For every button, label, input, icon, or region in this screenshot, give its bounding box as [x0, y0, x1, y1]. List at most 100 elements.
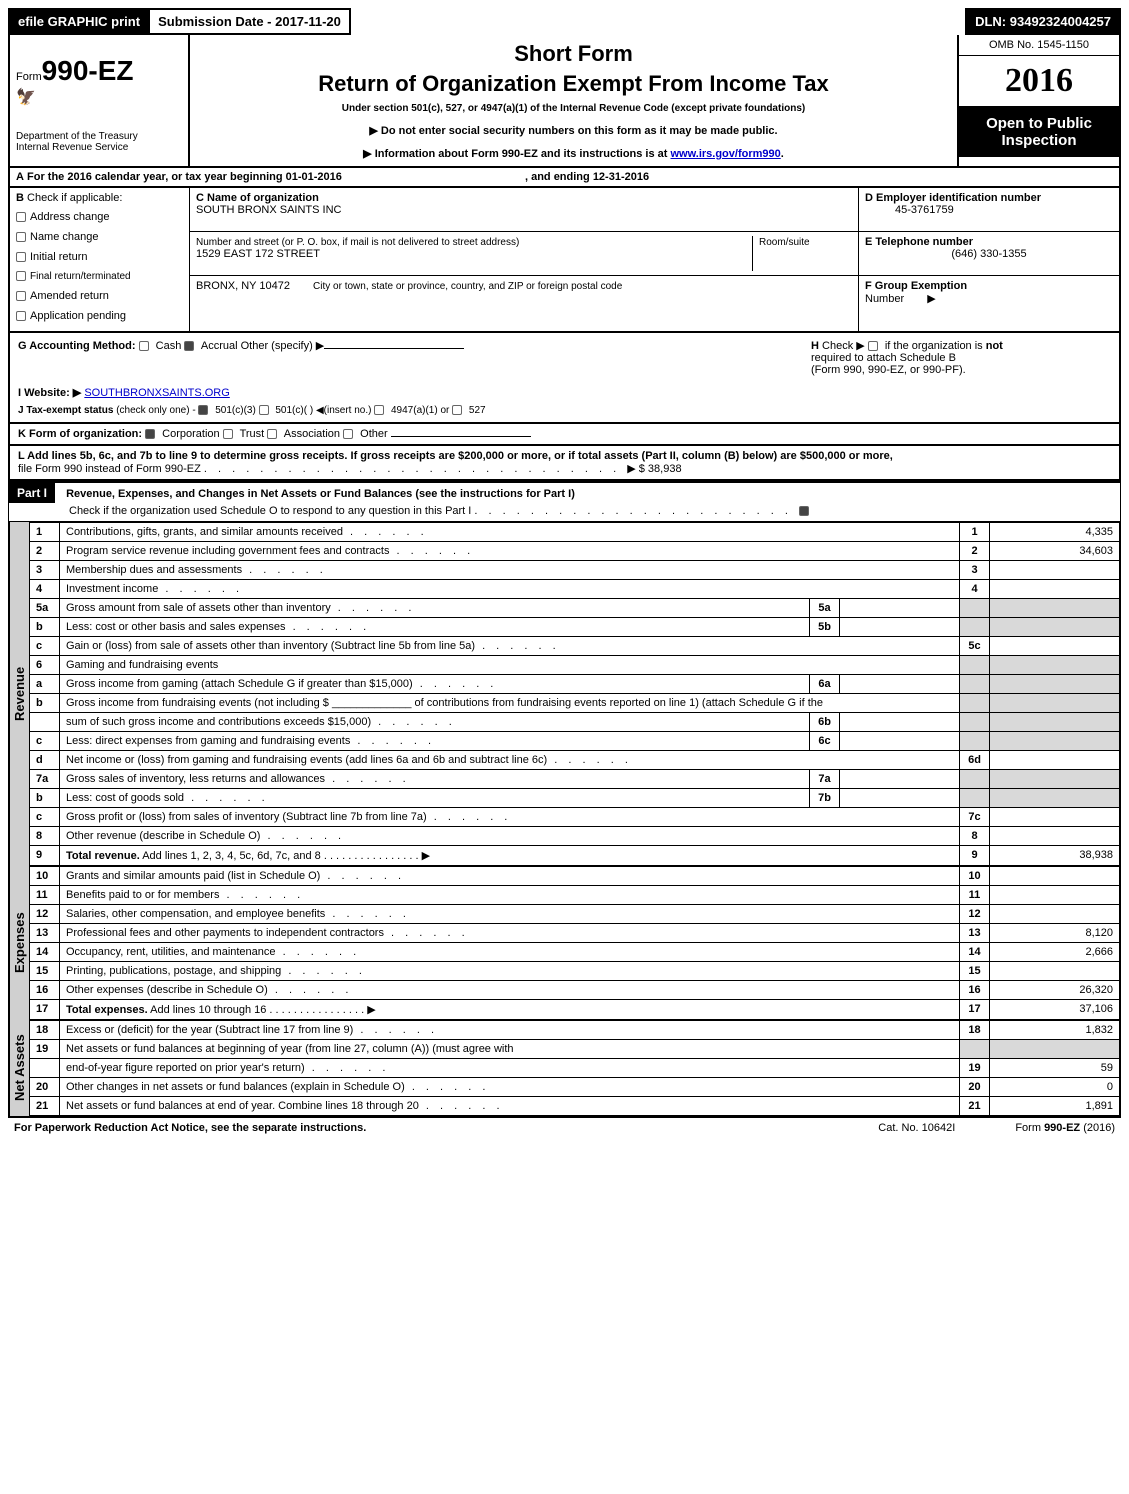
right-line-number: 11: [960, 885, 990, 904]
line-k: K Form of organization: Corporation Trus…: [8, 424, 1121, 446]
inner-value[interactable]: [840, 712, 960, 731]
line-number: b: [30, 693, 60, 712]
grey-cell: [960, 769, 990, 788]
inner-label: 6a: [810, 674, 840, 693]
line-number: 11: [30, 885, 60, 904]
right-line-number: 14: [960, 942, 990, 961]
label-g: G Accounting Method:: [18, 340, 136, 352]
table-row: 3Membership dues and assessments . . . .…: [30, 560, 1120, 579]
cb-501c3[interactable]: [198, 405, 208, 415]
line-desc: Total revenue. Add lines 1, 2, 3, 4, 5c,…: [60, 845, 960, 865]
cb-527[interactable]: [452, 405, 462, 415]
dln-label: DLN:: [975, 14, 1010, 29]
label-b: B: [16, 192, 24, 204]
irs-link[interactable]: www.irs.gov/form990: [671, 148, 781, 160]
f-arrow: ▶: [927, 293, 935, 305]
line-desc: Contributions, gifts, grants, and simila…: [60, 522, 960, 541]
cb-h[interactable]: [868, 341, 878, 351]
right-line-number: 6d: [960, 750, 990, 769]
cb-corp[interactable]: [145, 429, 155, 439]
inner-value[interactable]: [840, 769, 960, 788]
dln-box: DLN: 93492324004257: [965, 8, 1121, 35]
grey-cell: [990, 617, 1120, 636]
website-link[interactable]: SOUTHBRONXSAINTS.ORG: [84, 387, 229, 399]
cb-amended-return[interactable]: [16, 291, 26, 301]
cb-initial-return[interactable]: [16, 252, 26, 262]
inner-value[interactable]: [840, 788, 960, 807]
cb-label-4: Amended return: [30, 290, 109, 302]
right-line-number: 8: [960, 826, 990, 845]
header-sub1: Under section 501(c), 527, or 4947(a)(1)…: [200, 103, 947, 114]
table-row: cLess: direct expenses from gaming and f…: [30, 731, 1120, 750]
line-number: 16: [30, 980, 60, 999]
inner-label: 7b: [810, 788, 840, 807]
line-number: 21: [30, 1096, 60, 1115]
part1-label: Part I: [9, 483, 55, 503]
inner-value[interactable]: [840, 617, 960, 636]
line-number: c: [30, 731, 60, 750]
amount-cell: 26,320: [990, 980, 1120, 999]
cb-accrual[interactable]: [184, 341, 194, 351]
table-row: 6Gaming and fundraising events: [30, 655, 1120, 674]
table-row: 21Net assets or fund balances at end of …: [30, 1096, 1120, 1115]
right-line-number: 18: [960, 1020, 990, 1039]
expenses-table: 10Grants and similar amounts paid (list …: [29, 866, 1120, 1020]
cb-label-1: Name change: [30, 231, 99, 243]
cb-other[interactable]: [343, 429, 353, 439]
g-other-input[interactable]: [324, 348, 464, 349]
j-opt-0: 501(c)(3): [215, 405, 256, 416]
cb-label-0: Address change: [30, 211, 110, 223]
grey-cell: [990, 598, 1120, 617]
line-desc: Program service revenue including govern…: [60, 541, 960, 560]
line-number: 15: [30, 961, 60, 980]
k-other-input[interactable]: [391, 436, 531, 437]
label-f: F Group Exemption: [865, 280, 967, 292]
cb-name-change[interactable]: [16, 232, 26, 242]
grey-cell: [990, 1039, 1120, 1058]
form-prefix: Form: [16, 71, 42, 83]
netassets-table: 18Excess or (deficit) for the year (Subt…: [29, 1020, 1120, 1116]
part1-title: Revenue, Expenses, and Changes in Net As…: [58, 484, 583, 504]
grey-cell: [960, 788, 990, 807]
line-number: 1: [30, 522, 60, 541]
line-desc: Less: cost or other basis and sales expe…: [60, 617, 810, 636]
cb-final-return[interactable]: [16, 271, 26, 281]
right-line-number: 2: [960, 541, 990, 560]
label-e: E Telephone number: [865, 236, 973, 248]
right-line-number: 7c: [960, 807, 990, 826]
table-row: 12Salaries, other compensation, and empl…: [30, 904, 1120, 923]
line-a-text1: For the 2016 calendar year, or tax year …: [27, 171, 286, 183]
inner-value[interactable]: [840, 674, 960, 693]
cb-address-change[interactable]: [16, 212, 26, 222]
grey-cell: [960, 598, 990, 617]
cb-4947[interactable]: [374, 405, 384, 415]
amount-cell: [990, 560, 1120, 579]
cb-cash[interactable]: [139, 341, 149, 351]
efile-print-button[interactable]: efile GRAPHIC print: [8, 8, 150, 35]
side-expenses: Expenses: [9, 866, 29, 1020]
omb-number: OMB No. 1545-1150: [959, 35, 1119, 56]
amount-cell: 34,603: [990, 541, 1120, 560]
inner-value[interactable]: [840, 731, 960, 750]
line-desc: Membership dues and assessments . . . . …: [60, 560, 960, 579]
cb-assoc[interactable]: [267, 429, 277, 439]
open-to-public: Open to Public Inspection: [959, 107, 1119, 157]
cb-label-5: Application pending: [30, 310, 126, 322]
cb-trust[interactable]: [223, 429, 233, 439]
k-opt-0: Corporation: [162, 428, 219, 440]
inner-value[interactable]: [840, 598, 960, 617]
line-number: 17: [30, 999, 60, 1019]
table-row: cGross profit or (loss) from sales of in…: [30, 807, 1120, 826]
line-number: 9: [30, 845, 60, 865]
cb-501c[interactable]: [259, 405, 269, 415]
cb-schedule-o[interactable]: [799, 506, 809, 516]
line-number: 10: [30, 866, 60, 885]
amount-cell: 59: [990, 1058, 1120, 1077]
amount-cell: 0: [990, 1077, 1120, 1096]
eagle-icon: 🦅: [16, 87, 182, 107]
line-number: 2: [30, 541, 60, 560]
part1-header: Part I Revenue, Expenses, and Changes in…: [8, 481, 1121, 522]
line-desc: Gross income from fundraising events (no…: [60, 693, 960, 712]
cb-app-pending[interactable]: [16, 311, 26, 321]
amount-cell: [990, 904, 1120, 923]
